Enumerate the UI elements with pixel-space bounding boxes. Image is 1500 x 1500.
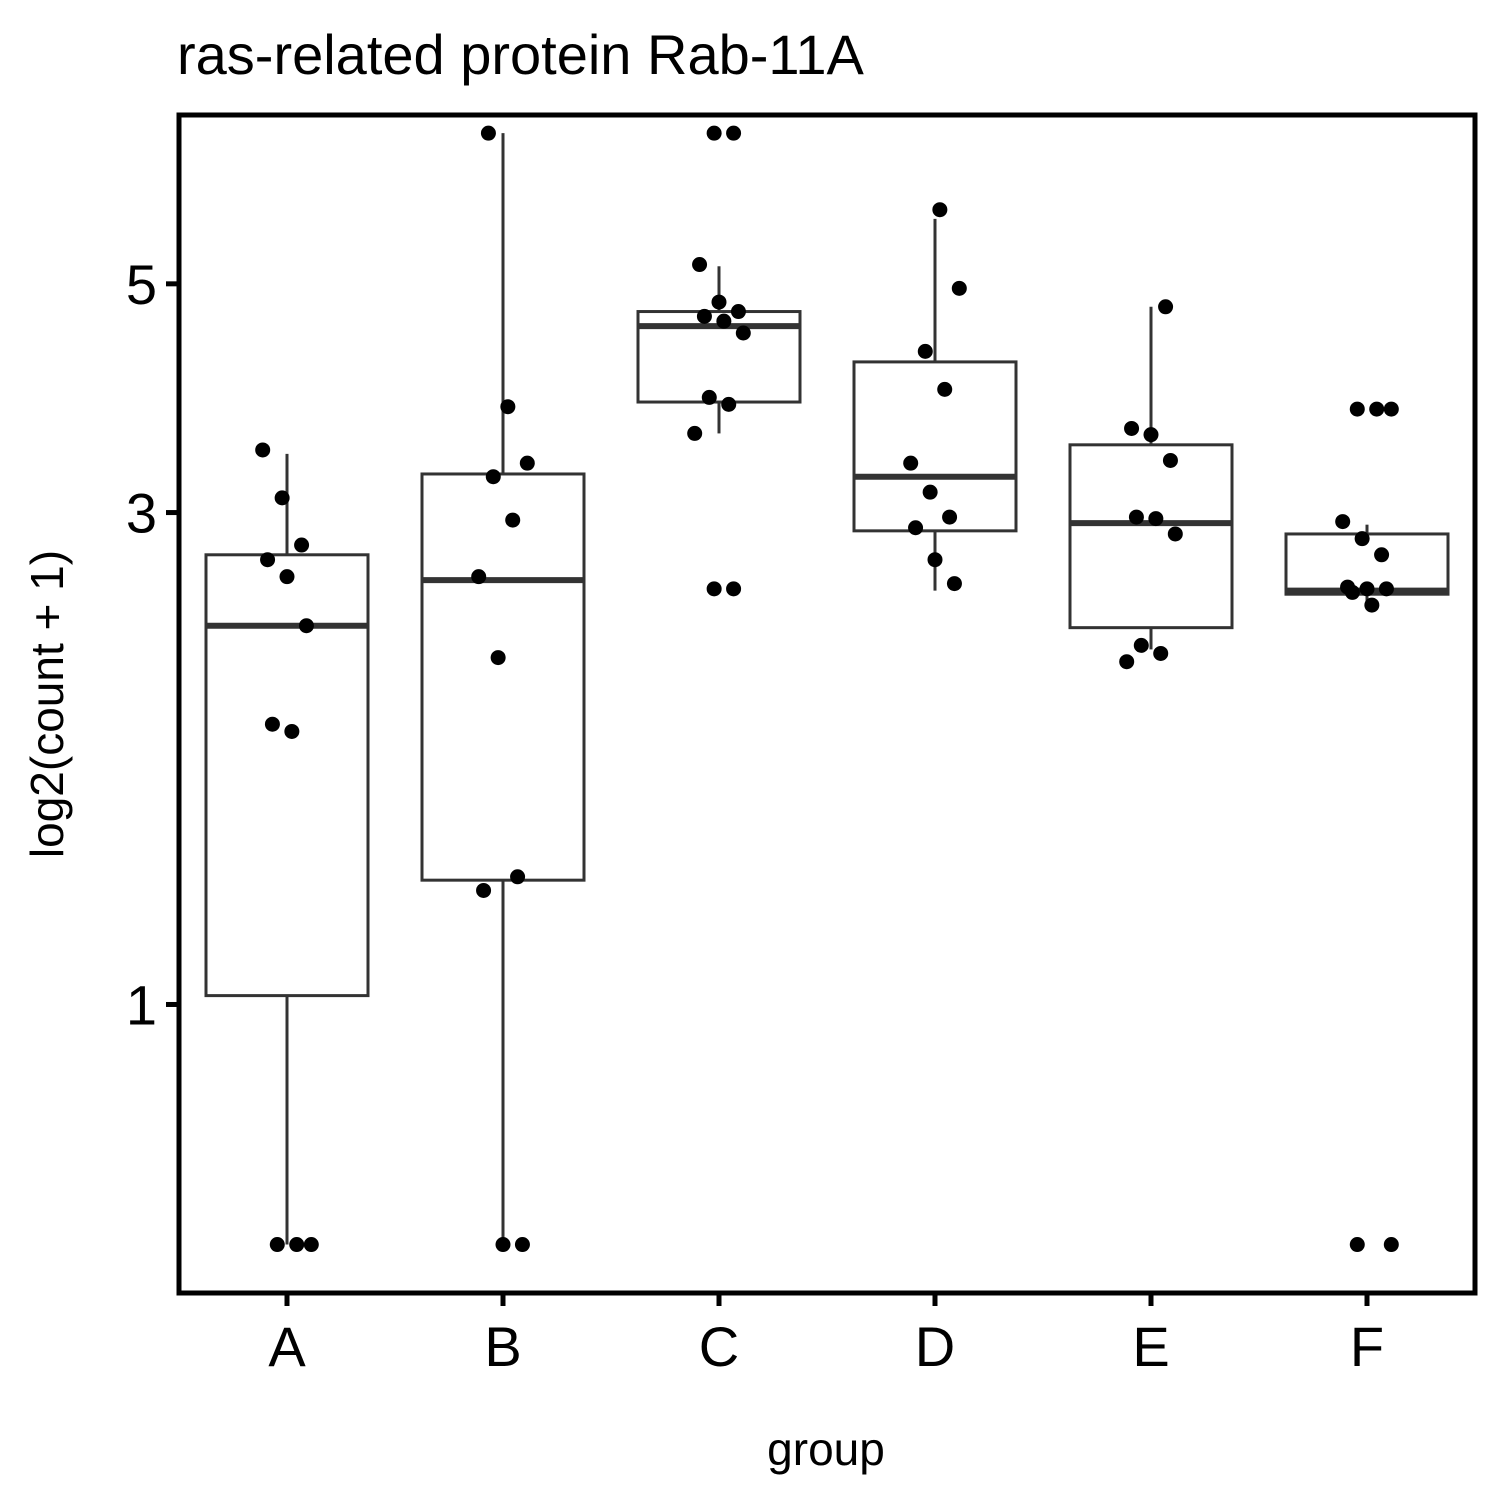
points-group-f — [1335, 401, 1399, 1253]
data-point — [500, 399, 516, 415]
data-point — [927, 552, 943, 568]
data-point — [1378, 581, 1394, 597]
plot-panel-border — [176, 112, 1478, 1296]
data-point — [485, 469, 501, 485]
points-group-a — [255, 442, 319, 1253]
data-point — [471, 569, 487, 585]
points-group-d — [903, 202, 967, 592]
data-point — [260, 552, 276, 568]
data-point — [701, 389, 717, 405]
data-point — [706, 581, 722, 597]
data-point — [1133, 637, 1149, 653]
data-point — [1167, 526, 1183, 542]
data-point — [1359, 581, 1375, 597]
data-point — [687, 425, 703, 441]
data-point — [1335, 514, 1351, 530]
data-point — [298, 618, 314, 634]
data-point — [1383, 401, 1399, 417]
data-point — [514, 1237, 530, 1253]
data-point — [1162, 452, 1178, 468]
y-tick-label: 5 — [126, 253, 157, 316]
data-point — [942, 509, 958, 525]
plot-area — [204, 125, 1450, 1253]
box-group-d — [852, 218, 1018, 591]
box-iqr — [204, 553, 370, 998]
data-point — [284, 723, 300, 739]
x-tick-label: C — [699, 1315, 739, 1378]
data-point — [706, 125, 722, 141]
data-point — [730, 304, 746, 320]
data-point — [519, 455, 535, 471]
chart-title: ras-related protein Rab-11A — [177, 23, 865, 86]
data-point — [917, 343, 933, 359]
data-point — [726, 125, 742, 141]
points-group-b — [471, 125, 535, 1253]
data-point — [1349, 401, 1365, 417]
box-group-a — [204, 453, 370, 1245]
data-point — [505, 512, 521, 528]
y-axis: 1 3 5 — [126, 253, 179, 1036]
points-group-e — [1119, 299, 1183, 670]
data-point — [692, 257, 708, 273]
points-group-c — [687, 125, 751, 597]
data-point — [294, 537, 310, 553]
x-axis-title: group — [767, 1423, 885, 1475]
data-point — [289, 1237, 305, 1253]
box-iqr — [1068, 443, 1234, 630]
x-tick-label: E — [1132, 1315, 1169, 1378]
box-group-b — [420, 133, 586, 1245]
data-point — [922, 484, 938, 500]
data-point — [951, 280, 967, 296]
data-point — [1148, 511, 1164, 527]
data-point — [1119, 654, 1135, 670]
data-point — [269, 1237, 285, 1253]
data-point — [908, 520, 924, 536]
x-tick-label: D — [915, 1315, 955, 1378]
box-group-c — [636, 266, 802, 434]
data-point — [274, 490, 290, 506]
data-point — [480, 125, 496, 141]
data-point — [1124, 420, 1140, 436]
data-point — [255, 442, 271, 458]
data-point — [1354, 531, 1370, 547]
data-point — [1369, 401, 1385, 417]
data-point — [1364, 597, 1380, 613]
y-axis-title: log2(count + 1) — [21, 550, 73, 858]
data-point — [1143, 427, 1159, 443]
data-point — [510, 869, 526, 885]
data-point — [696, 308, 712, 324]
box-iqr — [420, 472, 586, 882]
data-point — [264, 716, 280, 732]
data-point — [711, 294, 727, 310]
data-point — [1344, 584, 1360, 600]
y-tick-label: 3 — [126, 482, 157, 545]
data-point — [490, 650, 506, 666]
data-point — [1383, 1237, 1399, 1253]
x-tick-label: F — [1350, 1315, 1384, 1378]
data-point — [735, 325, 751, 341]
data-point — [495, 1237, 511, 1253]
data-point — [932, 202, 948, 218]
data-point — [937, 381, 953, 397]
data-point — [279, 569, 295, 585]
data-point — [946, 576, 962, 592]
data-point — [721, 396, 737, 412]
box-group-e — [1068, 306, 1234, 650]
x-tick-label: B — [484, 1315, 521, 1378]
data-point — [726, 581, 742, 597]
y-tick-label: 1 — [126, 973, 157, 1036]
box-iqr — [852, 360, 1018, 533]
data-point — [1153, 645, 1169, 661]
data-point — [1128, 509, 1144, 525]
data-point — [476, 882, 492, 898]
data-point — [303, 1237, 319, 1253]
data-point — [716, 313, 732, 329]
x-axis: A B C D E F — [268, 1293, 1384, 1378]
data-point — [1158, 299, 1174, 315]
data-point — [1349, 1237, 1365, 1253]
x-tick-label: A — [268, 1315, 306, 1378]
data-point — [903, 455, 919, 471]
data-point — [1374, 547, 1390, 563]
